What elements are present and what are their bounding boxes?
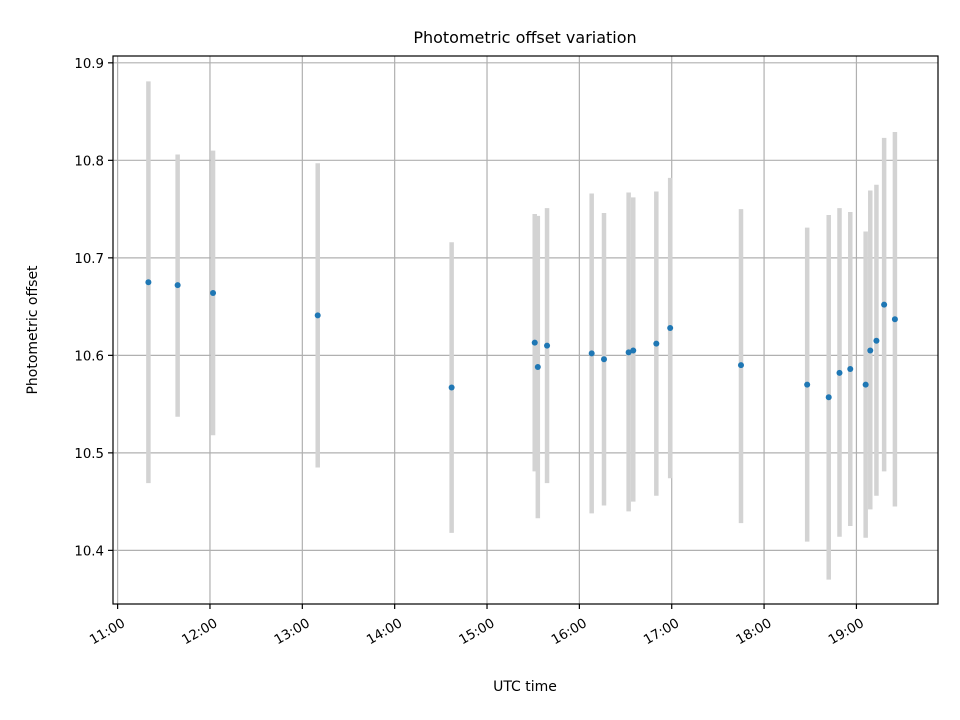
y-tick-label: 10.9: [74, 57, 104, 72]
data-point: [625, 349, 632, 356]
data-point: [145, 279, 152, 286]
data-point: [825, 394, 832, 401]
data-point: [588, 350, 595, 357]
plot-frame: [112, 55, 939, 605]
y-axis: 10.4 10.5 10.6 10.7 10.8 10.9: [74, 57, 113, 559]
y-tick-label: 10.8: [74, 154, 104, 169]
data-point: [881, 301, 888, 308]
data-point: [873, 337, 880, 344]
data-points: [145, 279, 898, 401]
y-tick-label: 10.6: [74, 349, 104, 364]
data-point: [314, 312, 321, 319]
y-tick-label: 10.4: [74, 544, 104, 559]
data-point: [653, 340, 660, 347]
data-point: [630, 347, 637, 354]
data-point: [174, 282, 181, 289]
data-point: [891, 316, 898, 323]
data-point: [804, 381, 811, 388]
data-point: [737, 362, 744, 369]
data-point: [862, 381, 869, 388]
data-point: [210, 289, 217, 296]
data-point: [667, 325, 674, 332]
data-point: [836, 369, 843, 376]
y-tick-label: 10.7: [74, 252, 104, 267]
data-point: [544, 342, 551, 349]
grid-lines: [113, 56, 938, 604]
data-point: [867, 347, 874, 354]
y-tick-label: 10.5: [74, 447, 104, 462]
chart-title: Photometric offset variation: [413, 28, 636, 47]
data-point: [448, 384, 455, 391]
data-point: [531, 339, 538, 346]
y-axis-label: Photometric offset: [25, 265, 41, 395]
data-point: [534, 364, 541, 371]
data-point: [847, 366, 854, 373]
x-axis-label: UTC time: [493, 679, 557, 695]
data-point: [600, 356, 607, 363]
